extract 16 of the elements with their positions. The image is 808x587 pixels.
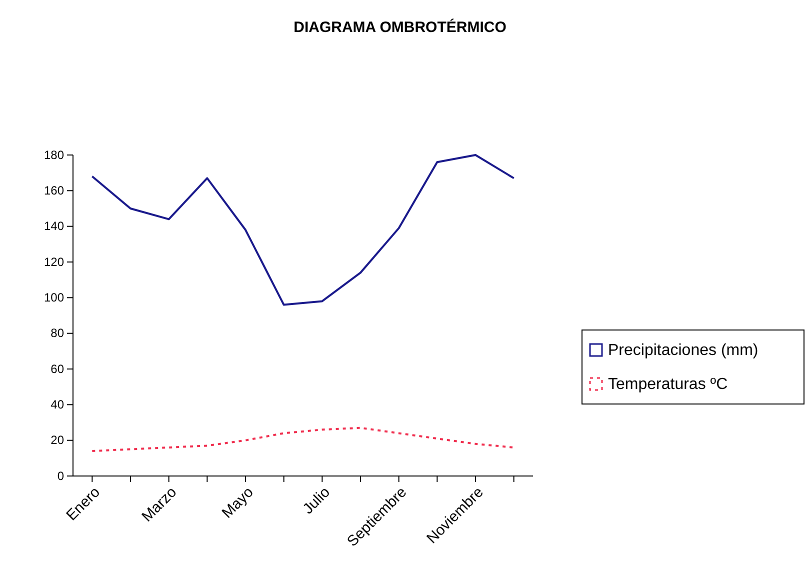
legend-label: Temperaturas ºC bbox=[608, 376, 728, 393]
y-tick-label: 180 bbox=[44, 148, 64, 162]
y-tick-label: 20 bbox=[50, 433, 64, 448]
line-series bbox=[91, 426, 515, 452]
legend-label: Precipitaciones (mm) bbox=[608, 342, 758, 359]
chart-title: DIAGRAMA OMBROTÉRMICO bbox=[294, 18, 507, 36]
y-tick-label: 0 bbox=[57, 468, 64, 483]
x-tick-label: Julio bbox=[300, 484, 334, 518]
y-tick-label: 60 bbox=[50, 362, 64, 376]
y-tick-label: 80 bbox=[50, 326, 64, 340]
y-tick-label: 140 bbox=[44, 219, 64, 234]
y-tick-label: 40 bbox=[50, 398, 64, 412]
y-tick-label: 120 bbox=[44, 254, 64, 269]
y-tick-label: 100 bbox=[44, 290, 64, 305]
line-series bbox=[91, 154, 515, 306]
y-tick-label: 160 bbox=[44, 184, 64, 198]
